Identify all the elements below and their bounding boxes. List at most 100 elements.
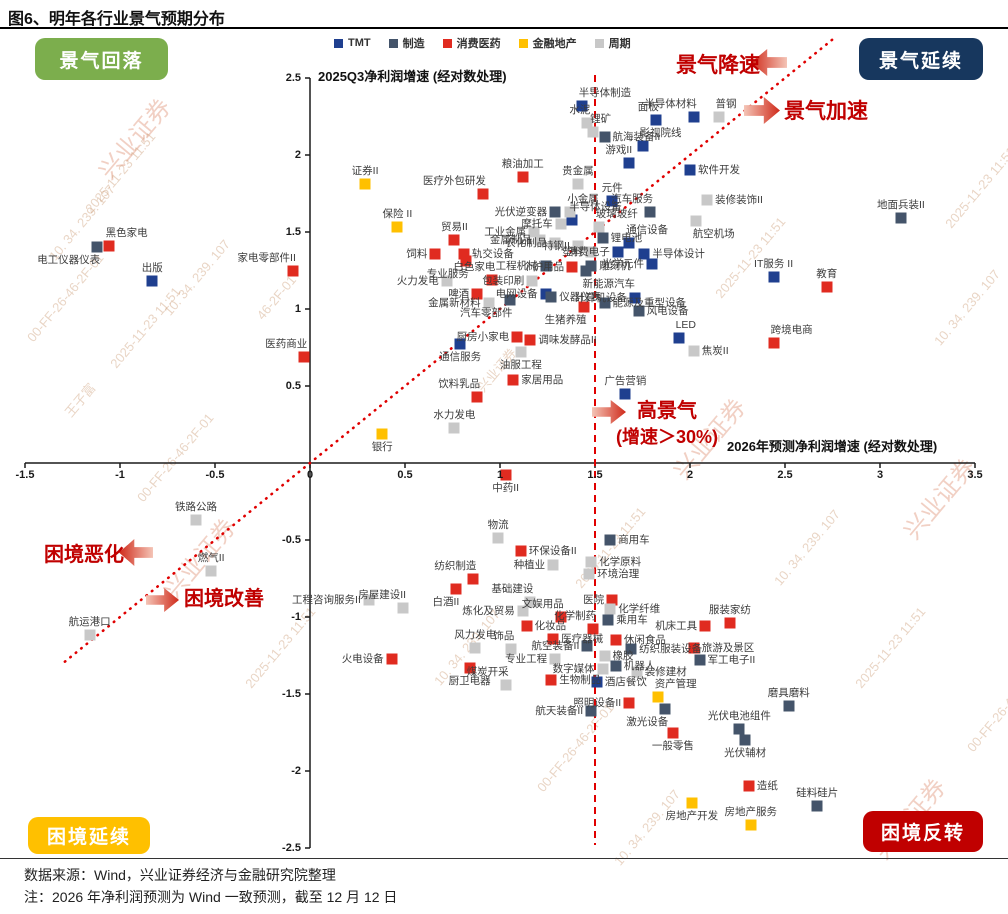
scatter-point xyxy=(587,126,599,138)
point-label: 酒店餐饮 xyxy=(604,675,647,688)
scatter-point xyxy=(91,241,103,253)
point-label: 电工仪器仪表 xyxy=(37,254,101,267)
point-label: 白酒II xyxy=(432,596,460,609)
point-label: 水泥 xyxy=(569,103,591,116)
scatter-point xyxy=(391,221,403,233)
point-label: 种植业 xyxy=(513,558,546,571)
data-source-note: 数据来源：Wind，兴业证券经济与金融研究院整理 xyxy=(24,867,336,883)
point-label: 通信服务 xyxy=(439,351,482,364)
legend-label: 周期 xyxy=(608,38,631,50)
legend-swatch-icon xyxy=(334,38,343,48)
scatter-point xyxy=(578,301,590,313)
scatter-point xyxy=(467,573,479,584)
point-label: 油服工程 xyxy=(499,359,542,372)
scatter-point xyxy=(597,232,609,244)
point-label: 金属新材料 xyxy=(428,296,481,309)
point-label: 化妆品 xyxy=(534,620,567,633)
scatter-point xyxy=(492,532,504,544)
scatter-point xyxy=(597,663,609,675)
scatter-point xyxy=(458,248,470,260)
legend-item: 周期 xyxy=(594,35,631,51)
point-label: 塑料 xyxy=(562,246,584,259)
scatter-point xyxy=(146,275,158,287)
scatter-point xyxy=(376,428,388,440)
point-label: 教育 xyxy=(816,268,838,281)
point-label: 炼化及贸易 xyxy=(462,604,515,617)
scatter-point xyxy=(450,583,462,595)
scatter-point xyxy=(739,734,751,746)
point-label: 玻璃玻纤 xyxy=(595,208,638,221)
point-label: 硅料硅片 xyxy=(796,787,839,800)
point-label: 光学元件 xyxy=(602,258,644,271)
point-label: 资产管理 xyxy=(654,678,697,691)
point-label: 物流 xyxy=(487,519,509,532)
scatter-point xyxy=(524,334,536,346)
point-label: 特钢II xyxy=(543,239,570,252)
scatter-point xyxy=(895,212,907,224)
scatter-point xyxy=(526,275,538,287)
scatter-point xyxy=(768,337,780,349)
point-label: 通信设备 xyxy=(626,223,669,236)
point-label: 光伏辅材 xyxy=(724,747,767,760)
point-label: 服装家纺 xyxy=(708,604,751,617)
point-label: 一般零售 xyxy=(651,739,694,752)
scatter-point xyxy=(610,634,622,646)
point-label: 轨交设备 xyxy=(471,247,514,260)
quadrant-label-distress-continue: 困境延续 xyxy=(28,817,150,854)
scatter-point xyxy=(287,265,299,276)
point-label: 证券II xyxy=(351,165,379,178)
scatter-point xyxy=(743,780,755,792)
scatter-point xyxy=(534,234,546,246)
point-label: 煤炭开采 xyxy=(466,665,509,678)
scatter-point xyxy=(688,111,700,122)
legend-swatch-icon xyxy=(518,38,528,48)
scatter-point xyxy=(549,653,561,665)
point-label: 农化制品 xyxy=(505,236,548,249)
point-label: 个护用品 xyxy=(522,261,565,274)
point-label: 影视院线 xyxy=(639,126,682,139)
point-label: 工业金属 xyxy=(484,226,527,238)
scatter-point xyxy=(359,178,371,190)
x-tick-label: 2 xyxy=(686,469,694,481)
point-label: 乘用车 xyxy=(616,614,648,627)
point-label: 房地产开发 xyxy=(665,810,719,823)
point-label: 游戏II xyxy=(605,143,633,156)
scatter-point xyxy=(811,800,823,812)
scatter-point xyxy=(713,111,724,122)
point-label: 家电零部件II xyxy=(237,251,296,264)
scatter-point xyxy=(547,559,559,571)
legend-label: 金融地产 xyxy=(532,38,577,50)
legend-item: TMT xyxy=(334,37,371,49)
point-label: 旅游及景区 xyxy=(701,641,755,654)
page-title: 图6、明年各行业景气预期分布 xyxy=(8,11,225,28)
scatter-point xyxy=(612,246,624,258)
point-label: 汽车零部件 xyxy=(460,306,513,319)
point-label: 纺织服装设备 xyxy=(639,643,703,656)
point-label: 锂电池 xyxy=(610,232,643,245)
scatter-point xyxy=(566,214,578,226)
scatter-point xyxy=(483,297,495,309)
point-label: 纺织制造 xyxy=(434,559,477,572)
point-label: 房屋建设II xyxy=(358,588,407,601)
scatter-point xyxy=(623,237,635,249)
scatter-point xyxy=(429,248,441,260)
point-label: 风力发电 xyxy=(454,628,497,641)
point-label: 饮料乳品 xyxy=(438,377,481,390)
scatter-point xyxy=(733,723,745,735)
y-tick-label: 0.5 xyxy=(285,380,301,392)
point-label: 锂矿 xyxy=(590,112,612,125)
scatter-point xyxy=(521,620,533,632)
scatter-point xyxy=(699,620,711,632)
point-label: 广告营销 xyxy=(604,374,647,387)
scatter-point xyxy=(644,206,656,218)
point-label: 化学纤维 xyxy=(618,603,661,616)
point-label: 能源及重型设备 xyxy=(612,296,687,309)
scatter-point xyxy=(555,218,567,230)
scatter-point xyxy=(585,705,597,717)
scatter-point xyxy=(524,596,536,608)
scatter-point xyxy=(572,240,584,252)
point-label: 水力发电 xyxy=(433,408,476,421)
point-label: 雕刻机 xyxy=(599,259,631,272)
